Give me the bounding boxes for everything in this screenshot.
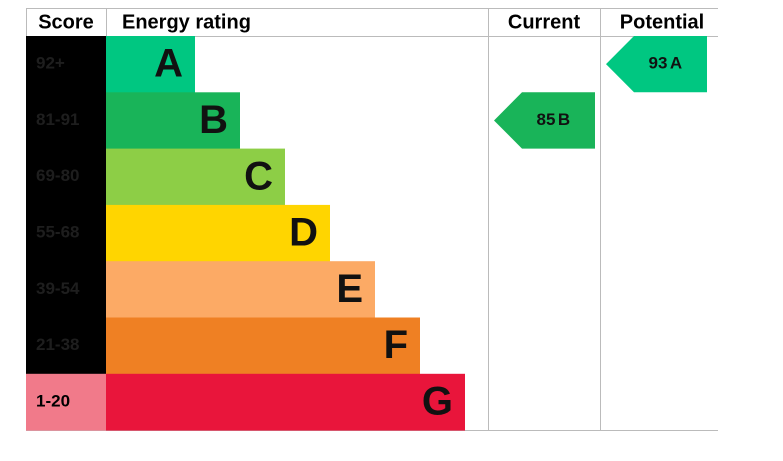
rating-bar (106, 373, 465, 431)
score-cell (26, 261, 106, 318)
score-range: 81-91 (36, 110, 79, 129)
score-range: 1-20 (36, 391, 70, 410)
header-score: Score (38, 11, 94, 33)
score-cell (26, 148, 106, 206)
score-cell (26, 373, 106, 431)
rating-bar (106, 36, 195, 93)
score-range: 92+ (36, 54, 65, 73)
potential-score: 93 (649, 54, 668, 73)
score-cell (26, 204, 106, 262)
potential-arrow (606, 36, 707, 93)
rating-letter: F (384, 323, 408, 367)
rating-bar (106, 317, 420, 375)
score-cell (26, 36, 106, 93)
score-range: 69-80 (36, 166, 79, 185)
score-range: 39-54 (36, 279, 80, 298)
score-cell (26, 92, 106, 150)
header-current: Current (508, 11, 581, 33)
score-range: 55-68 (36, 223, 79, 242)
rating-letter: B (199, 98, 228, 142)
rating-letter: D (289, 211, 318, 255)
rating-bar (106, 204, 330, 262)
rating-bar (106, 261, 375, 318)
rating-bar (106, 148, 285, 206)
header-rating: Energy rating (122, 11, 251, 33)
rating-letter: G (422, 380, 453, 424)
potential-rating: A (670, 54, 682, 73)
rating-letter: C (244, 154, 273, 198)
current-rating: B (558, 110, 570, 129)
current-score: 85 (537, 110, 556, 129)
header-potential: Potential (620, 11, 704, 33)
score-range: 21-38 (36, 335, 79, 354)
rating-letter: E (336, 267, 363, 311)
current-arrow (494, 92, 595, 149)
rating-bar (106, 92, 240, 150)
rating-letter: A (154, 42, 183, 86)
score-cell (26, 317, 106, 375)
